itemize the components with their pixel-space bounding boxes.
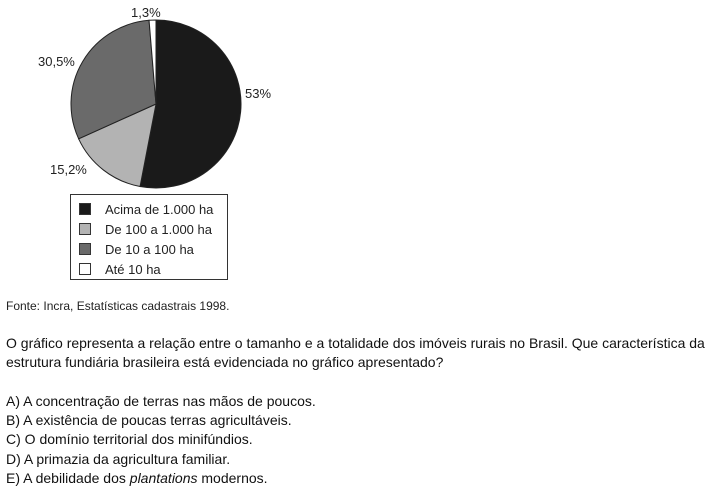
legend-swatch xyxy=(79,223,91,235)
option-letter: A) xyxy=(6,393,20,409)
option-text: A concentração de terras nas mãos de pou… xyxy=(23,393,316,409)
legend-label: De 100 a 1.000 ha xyxy=(105,221,212,237)
option-suffix: modernos. xyxy=(201,469,268,486)
option-c[interactable]: C) O domínio territorial dos minifúndios… xyxy=(6,430,316,449)
option-a[interactable]: A) A concentração de terras nas mãos de … xyxy=(6,392,316,411)
option-e[interactable]: E) A debilidade dos plantations modernos… xyxy=(6,469,316,488)
legend-swatch xyxy=(79,243,91,255)
option-text: A existência de poucas terras agricultáv… xyxy=(23,412,292,429)
legend-item-ate-10: Até 10 ha xyxy=(79,259,227,279)
slice-label-ate-10: 1,3% xyxy=(131,5,161,20)
answer-options: A) A concentração de terras nas mãos de … xyxy=(6,392,316,488)
option-b[interactable]: B) A existência de poucas terras agricul… xyxy=(6,411,316,430)
pie-slice-acima-1000 xyxy=(139,19,242,189)
pie-chart xyxy=(70,19,242,189)
option-letter: D) xyxy=(6,450,21,467)
slice-label-10-100: 30,5% xyxy=(38,54,75,69)
question-text: O gráfico representa a relação entre o t… xyxy=(6,335,705,370)
option-text: O domínio territorial dos minifúndios. xyxy=(24,431,253,448)
legend-item-acima-1000: Acima de 1.000 ha xyxy=(79,199,227,219)
legend-label: Até 10 ha xyxy=(105,261,161,277)
option-letter: B) xyxy=(6,412,20,429)
legend-swatch xyxy=(79,203,91,215)
option-emphasis: plantations xyxy=(129,469,198,486)
pie-slice-ate-10 xyxy=(148,19,157,105)
legend: Acima de 1.000 ha De 100 a 1.000 ha De 1… xyxy=(70,194,228,280)
pie-slice-100-1000 xyxy=(77,103,157,188)
source-caption: Fonte: Incra, Estatísticas cadastrais 19… xyxy=(6,299,230,313)
pie-slice-10-100 xyxy=(70,19,157,140)
option-letter: C) xyxy=(6,431,21,448)
legend-item-10-100: De 10 a 100 ha xyxy=(79,239,227,259)
option-text: A debilidade dos xyxy=(23,469,126,486)
option-d[interactable]: D) A primazia da agricultura familiar. xyxy=(6,450,316,469)
legend-swatch xyxy=(79,263,91,275)
pie-chart-figure: 53% 15,2% 30,5% 1,3% Acima de 1.000 ha D… xyxy=(0,0,300,290)
slice-label-100-1000: 15,2% xyxy=(50,162,87,177)
option-text: A primazia da agricultura familiar. xyxy=(23,450,231,467)
legend-label: Acima de 1.000 ha xyxy=(105,201,214,217)
legend-item-100-1000: De 100 a 1.000 ha xyxy=(79,219,227,239)
option-letter: E) xyxy=(6,469,20,486)
legend-label: De 10 a 100 ha xyxy=(105,241,194,257)
slice-label-acima-1000: 53% xyxy=(245,86,272,101)
